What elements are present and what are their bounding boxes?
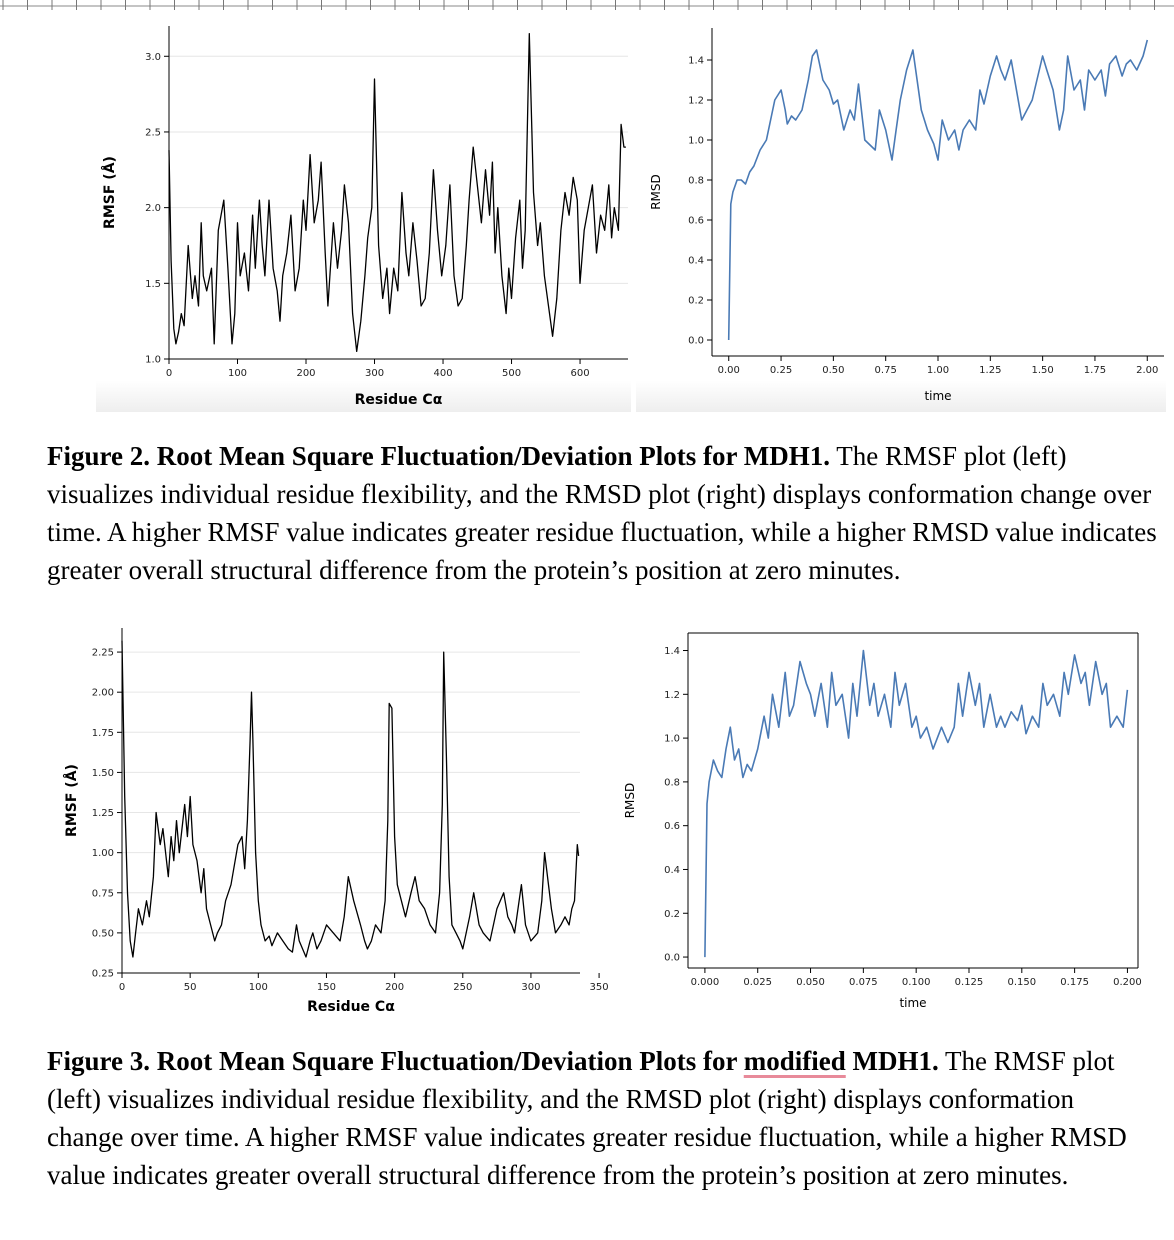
x-tick-label: 0.025 [743,977,772,988]
x-tick-label: 0.075 [849,977,878,988]
x-tick-label: 1.00 [927,365,949,376]
y-tick-label: 0.6 [688,216,704,227]
fig3-rmsf-chart: 0.25 0.50 0.75 1.00 1.25 1.50 1.75 2.00 2.25 0 50 1… [62,620,609,1015]
y-axis-label: RMSF (Å) [63,764,80,837]
x-tick-label: 150 [317,982,336,993]
y-tick-label: 1.50 [92,768,114,779]
figure-3-caption: Figure 3. Root Mean Square Fluctuation/D… [47,1042,1147,1194]
x-tick-label: 300 [365,368,384,379]
fig3-rmsd-chart: 0.0 0.2 0.4 0.6 0.8 1.0 1.2 1.4 0.000 0.025 0.050 0… [610,620,1142,1015]
y-tick-label: 1.75 [92,728,114,739]
x-tick-label: 0.00 [718,365,740,376]
x-tick-label: 300 [521,982,540,993]
y-tick-label: 1.5 [145,279,161,290]
y-axis-label: RMSD [623,783,637,819]
x-tick-label: 0 [119,982,125,993]
x-axis-label: Residue Cα [355,392,443,408]
x-tick-label: 0 [166,368,172,379]
x-tick-label: 1.25 [979,365,1001,376]
x-axis-label: time [899,996,926,1010]
y-tick-label: 2.0 [145,203,161,214]
y-tick-label: 1.0 [145,355,161,366]
fig2-rmsd-chart: 0.0 0.2 0.4 0.6 0.8 1.0 1.2 1.4 0.00 0.25 0.50 0.75… [636,16,1166,412]
x-axis-label: Residue Cα [307,999,395,1015]
series-line [727,39,1149,341]
series-line [704,649,1129,958]
figure-2-caption-title: Figure 2. Root Mean Square Fluctuation/D… [47,441,830,471]
y-tick-label: 0.6 [664,821,680,832]
y-tick-label: 0.4 [688,256,704,267]
x-tick-label: 0.050 [796,977,825,988]
y-tick-label: 1.0 [664,734,680,745]
y-tick-label: 0.0 [688,336,704,347]
y-tick-label: 0.2 [664,909,680,920]
x-tick-label: 100 [228,368,247,379]
x-tick-label: 350 [590,982,609,993]
figure-3-caption-title-part2: MDH1. [845,1046,939,1076]
y-tick-label: 0.0 [664,953,680,964]
fig2-rmsf-chart: 1.0 1.5 2.0 2.5 3.0 0 100 200 300 400 500 600 Residu… [96,16,631,412]
y-tick-label: 1.2 [664,690,680,701]
x-tick-label: 400 [433,368,452,379]
figure-3-caption-body: The RMSF plot (left) visualizes individu… [47,1046,1127,1190]
y-tick-label: 2.00 [92,688,114,699]
y-tick-label: 1.4 [688,56,704,67]
figure-2-caption-body: The RMSF plot (left) visualizes individu… [47,441,1157,585]
y-tick-label: 1.4 [664,646,680,657]
y-tick-label: 1.00 [92,848,114,859]
x-tick-label: 1.75 [1084,365,1106,376]
spellcheck-underlined-word[interactable]: modified [743,1046,846,1076]
y-tick-label: 0.50 [92,928,114,939]
x-axis-label: time [924,389,951,403]
x-tick-label: 600 [570,368,589,379]
y-tick-label: 1.25 [92,808,114,819]
y-axis-label: RMSF (Å) [101,156,118,229]
x-tick-label: 1.50 [1031,365,1053,376]
y-tick-label: 1.0 [688,136,704,147]
x-tick-label: 0.175 [1060,977,1089,988]
y-tick-label: 1.2 [688,96,704,107]
x-tick-label: 100 [249,982,268,993]
x-tick-label: 0.100 [902,977,931,988]
y-tick-label: 0.25 [92,969,114,980]
x-tick-label: 2.00 [1136,365,1158,376]
x-tick-label: 200 [385,982,404,993]
y-tick-label: 0.8 [664,777,680,788]
x-tick-label: 500 [502,368,521,379]
x-tick-label: 0.150 [1007,977,1036,988]
ruler-bar [0,0,1174,6]
y-tick-label: 0.4 [664,865,680,876]
x-tick-label: 0.50 [822,365,844,376]
figure-3-caption-title-part1: Figure 3. Root Mean Square Fluctuation/D… [47,1046,744,1076]
y-tick-label: 0.2 [688,296,704,307]
x-tick-label: 250 [453,982,472,993]
x-tick-label: 200 [296,368,315,379]
top-ruler [0,0,1174,10]
y-tick-label: 2.25 [92,648,114,659]
figure-3-caption-title: Figure 3. Root Mean Square Fluctuation/D… [47,1046,939,1076]
x-tick-label: 50 [184,982,197,993]
y-tick-label: 2.5 [145,127,161,138]
x-tick-label: 0.000 [691,977,720,988]
y-tick-label: 3.0 [145,52,161,63]
figure-2-caption: Figure 2. Root Mean Square Fluctuation/D… [47,437,1172,589]
x-tick-label: 0.125 [955,977,984,988]
x-tick-label: 0.200 [1113,977,1142,988]
x-tick-label: 0.25 [770,365,792,376]
series-line [121,640,580,958]
y-tick-label: 0.8 [688,176,704,187]
y-tick-label: 0.75 [92,888,114,899]
y-axis-label: RMSD [649,174,663,210]
series-line [168,32,626,353]
x-tick-label: 0.75 [875,365,897,376]
